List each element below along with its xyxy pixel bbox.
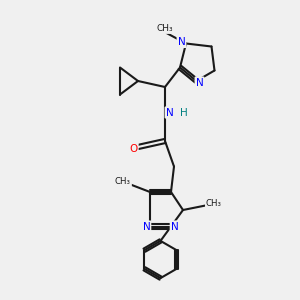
Text: CH₃: CH₃ bbox=[157, 24, 173, 33]
Text: CH₃: CH₃ bbox=[115, 177, 131, 186]
Text: N: N bbox=[196, 77, 203, 88]
Text: N: N bbox=[166, 107, 173, 118]
Text: N: N bbox=[142, 221, 150, 232]
Text: O: O bbox=[129, 143, 138, 154]
Text: N: N bbox=[178, 37, 185, 47]
Text: N: N bbox=[171, 221, 178, 232]
Text: CH₃: CH₃ bbox=[206, 200, 222, 208]
Text: H: H bbox=[180, 107, 188, 118]
